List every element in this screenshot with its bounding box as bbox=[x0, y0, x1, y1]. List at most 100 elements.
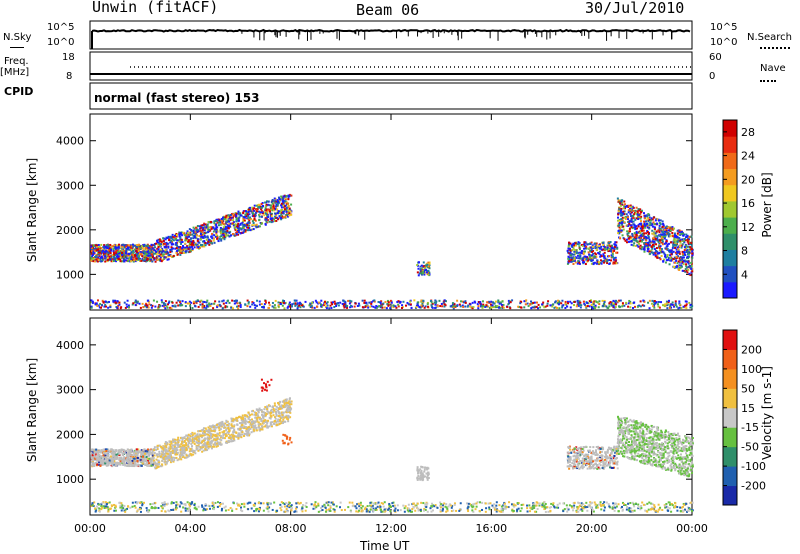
power-near-range bbox=[426, 303, 429, 306]
power-near-range bbox=[672, 305, 675, 308]
power-near-range bbox=[497, 299, 500, 302]
power-echo bbox=[219, 220, 222, 223]
power-near-range bbox=[366, 305, 369, 308]
power-echo bbox=[196, 243, 199, 246]
power-echo bbox=[108, 255, 111, 258]
velocity-echo bbox=[138, 464, 141, 467]
power-near-range bbox=[460, 300, 463, 303]
power-echo bbox=[263, 214, 266, 217]
power-echo bbox=[105, 250, 108, 253]
power-echo bbox=[675, 259, 678, 262]
velocity-echo bbox=[133, 454, 136, 457]
power-echo bbox=[231, 216, 234, 219]
power-near-range bbox=[619, 299, 622, 302]
power-near-range bbox=[663, 305, 666, 308]
velocity-echo bbox=[124, 457, 127, 460]
velocity-echo bbox=[107, 449, 110, 452]
power-echo bbox=[206, 225, 209, 228]
velocity-echo bbox=[141, 451, 144, 454]
power-echo bbox=[287, 212, 290, 215]
power-echo bbox=[260, 215, 263, 218]
power-echo bbox=[246, 222, 249, 225]
power-near-range bbox=[326, 304, 329, 307]
velocity-echo bbox=[135, 451, 138, 454]
velocity-echo bbox=[97, 457, 100, 460]
power-echo bbox=[114, 251, 117, 254]
power-echo bbox=[643, 226, 646, 229]
power-echo bbox=[117, 246, 120, 249]
power-echo bbox=[94, 258, 97, 261]
power-echo bbox=[156, 241, 159, 244]
power-echo bbox=[582, 262, 585, 265]
power-echo bbox=[251, 220, 254, 223]
power-echo bbox=[642, 234, 645, 237]
power-echo bbox=[195, 227, 198, 230]
power-near-range bbox=[299, 306, 302, 309]
power-near-range bbox=[116, 306, 119, 309]
power-echo bbox=[597, 261, 600, 264]
power-near-range bbox=[126, 299, 129, 302]
power-echo bbox=[571, 257, 574, 260]
velocity-echo bbox=[102, 448, 105, 451]
power-echo bbox=[159, 256, 162, 259]
power-echo bbox=[283, 194, 286, 197]
nsearch-label: N.Search bbox=[747, 32, 793, 43]
velocity-echo bbox=[133, 462, 136, 465]
power-echo bbox=[685, 244, 688, 247]
velocity-echo bbox=[109, 455, 112, 458]
power-echo bbox=[222, 216, 225, 219]
power-echo bbox=[243, 219, 246, 222]
power-echo bbox=[150, 251, 153, 254]
power-near-range bbox=[628, 299, 631, 302]
power-near-range bbox=[309, 305, 312, 308]
power-echo bbox=[170, 248, 173, 251]
power-echo bbox=[114, 250, 117, 253]
power-echo bbox=[210, 232, 213, 235]
power-echo bbox=[624, 239, 627, 242]
power-colorbar-tick-label: 8 bbox=[741, 245, 748, 258]
power-echo bbox=[651, 223, 654, 226]
power-near-range bbox=[191, 307, 194, 310]
power-echo bbox=[233, 225, 236, 228]
power-near-range bbox=[485, 305, 488, 308]
power-echo bbox=[602, 259, 605, 262]
power-echo bbox=[648, 240, 651, 243]
power-near-range bbox=[144, 305, 147, 308]
power-echo bbox=[155, 242, 158, 245]
beam-title: Beam 06 bbox=[356, 1, 420, 19]
power-echo bbox=[420, 264, 423, 267]
power-near-range bbox=[382, 302, 385, 305]
power-near-range bbox=[648, 299, 651, 302]
power-near-range bbox=[379, 301, 382, 304]
power-echo bbox=[625, 241, 628, 244]
power-echo bbox=[284, 197, 287, 200]
power-echo bbox=[606, 246, 609, 249]
power-echo bbox=[206, 242, 209, 245]
power-near-range bbox=[389, 299, 392, 302]
power-echo bbox=[421, 267, 424, 270]
velocity-colorbar-swatch bbox=[723, 427, 737, 448]
power-echo bbox=[639, 212, 642, 215]
power-echo bbox=[646, 241, 649, 244]
x-tick-label: 20:00 bbox=[576, 522, 608, 535]
power-echo bbox=[116, 254, 119, 257]
power-echo bbox=[628, 230, 631, 233]
power-echo bbox=[617, 232, 620, 235]
power-near-range bbox=[353, 305, 356, 308]
power-echo bbox=[680, 265, 683, 268]
power-echo bbox=[121, 254, 124, 257]
power-near-range bbox=[636, 305, 639, 308]
power-echo bbox=[238, 227, 241, 230]
power-echo bbox=[151, 259, 154, 262]
power-echo bbox=[617, 210, 620, 213]
power-near-range bbox=[221, 300, 224, 303]
power-echo bbox=[117, 256, 120, 259]
power-echo bbox=[627, 209, 630, 212]
power-colorbar-swatch bbox=[723, 168, 737, 186]
power-echo bbox=[600, 255, 603, 258]
power-echo bbox=[216, 230, 219, 233]
power-echo bbox=[213, 228, 216, 231]
power-echo bbox=[673, 235, 676, 238]
power-echo bbox=[95, 255, 98, 258]
velocity-echo bbox=[110, 458, 113, 461]
